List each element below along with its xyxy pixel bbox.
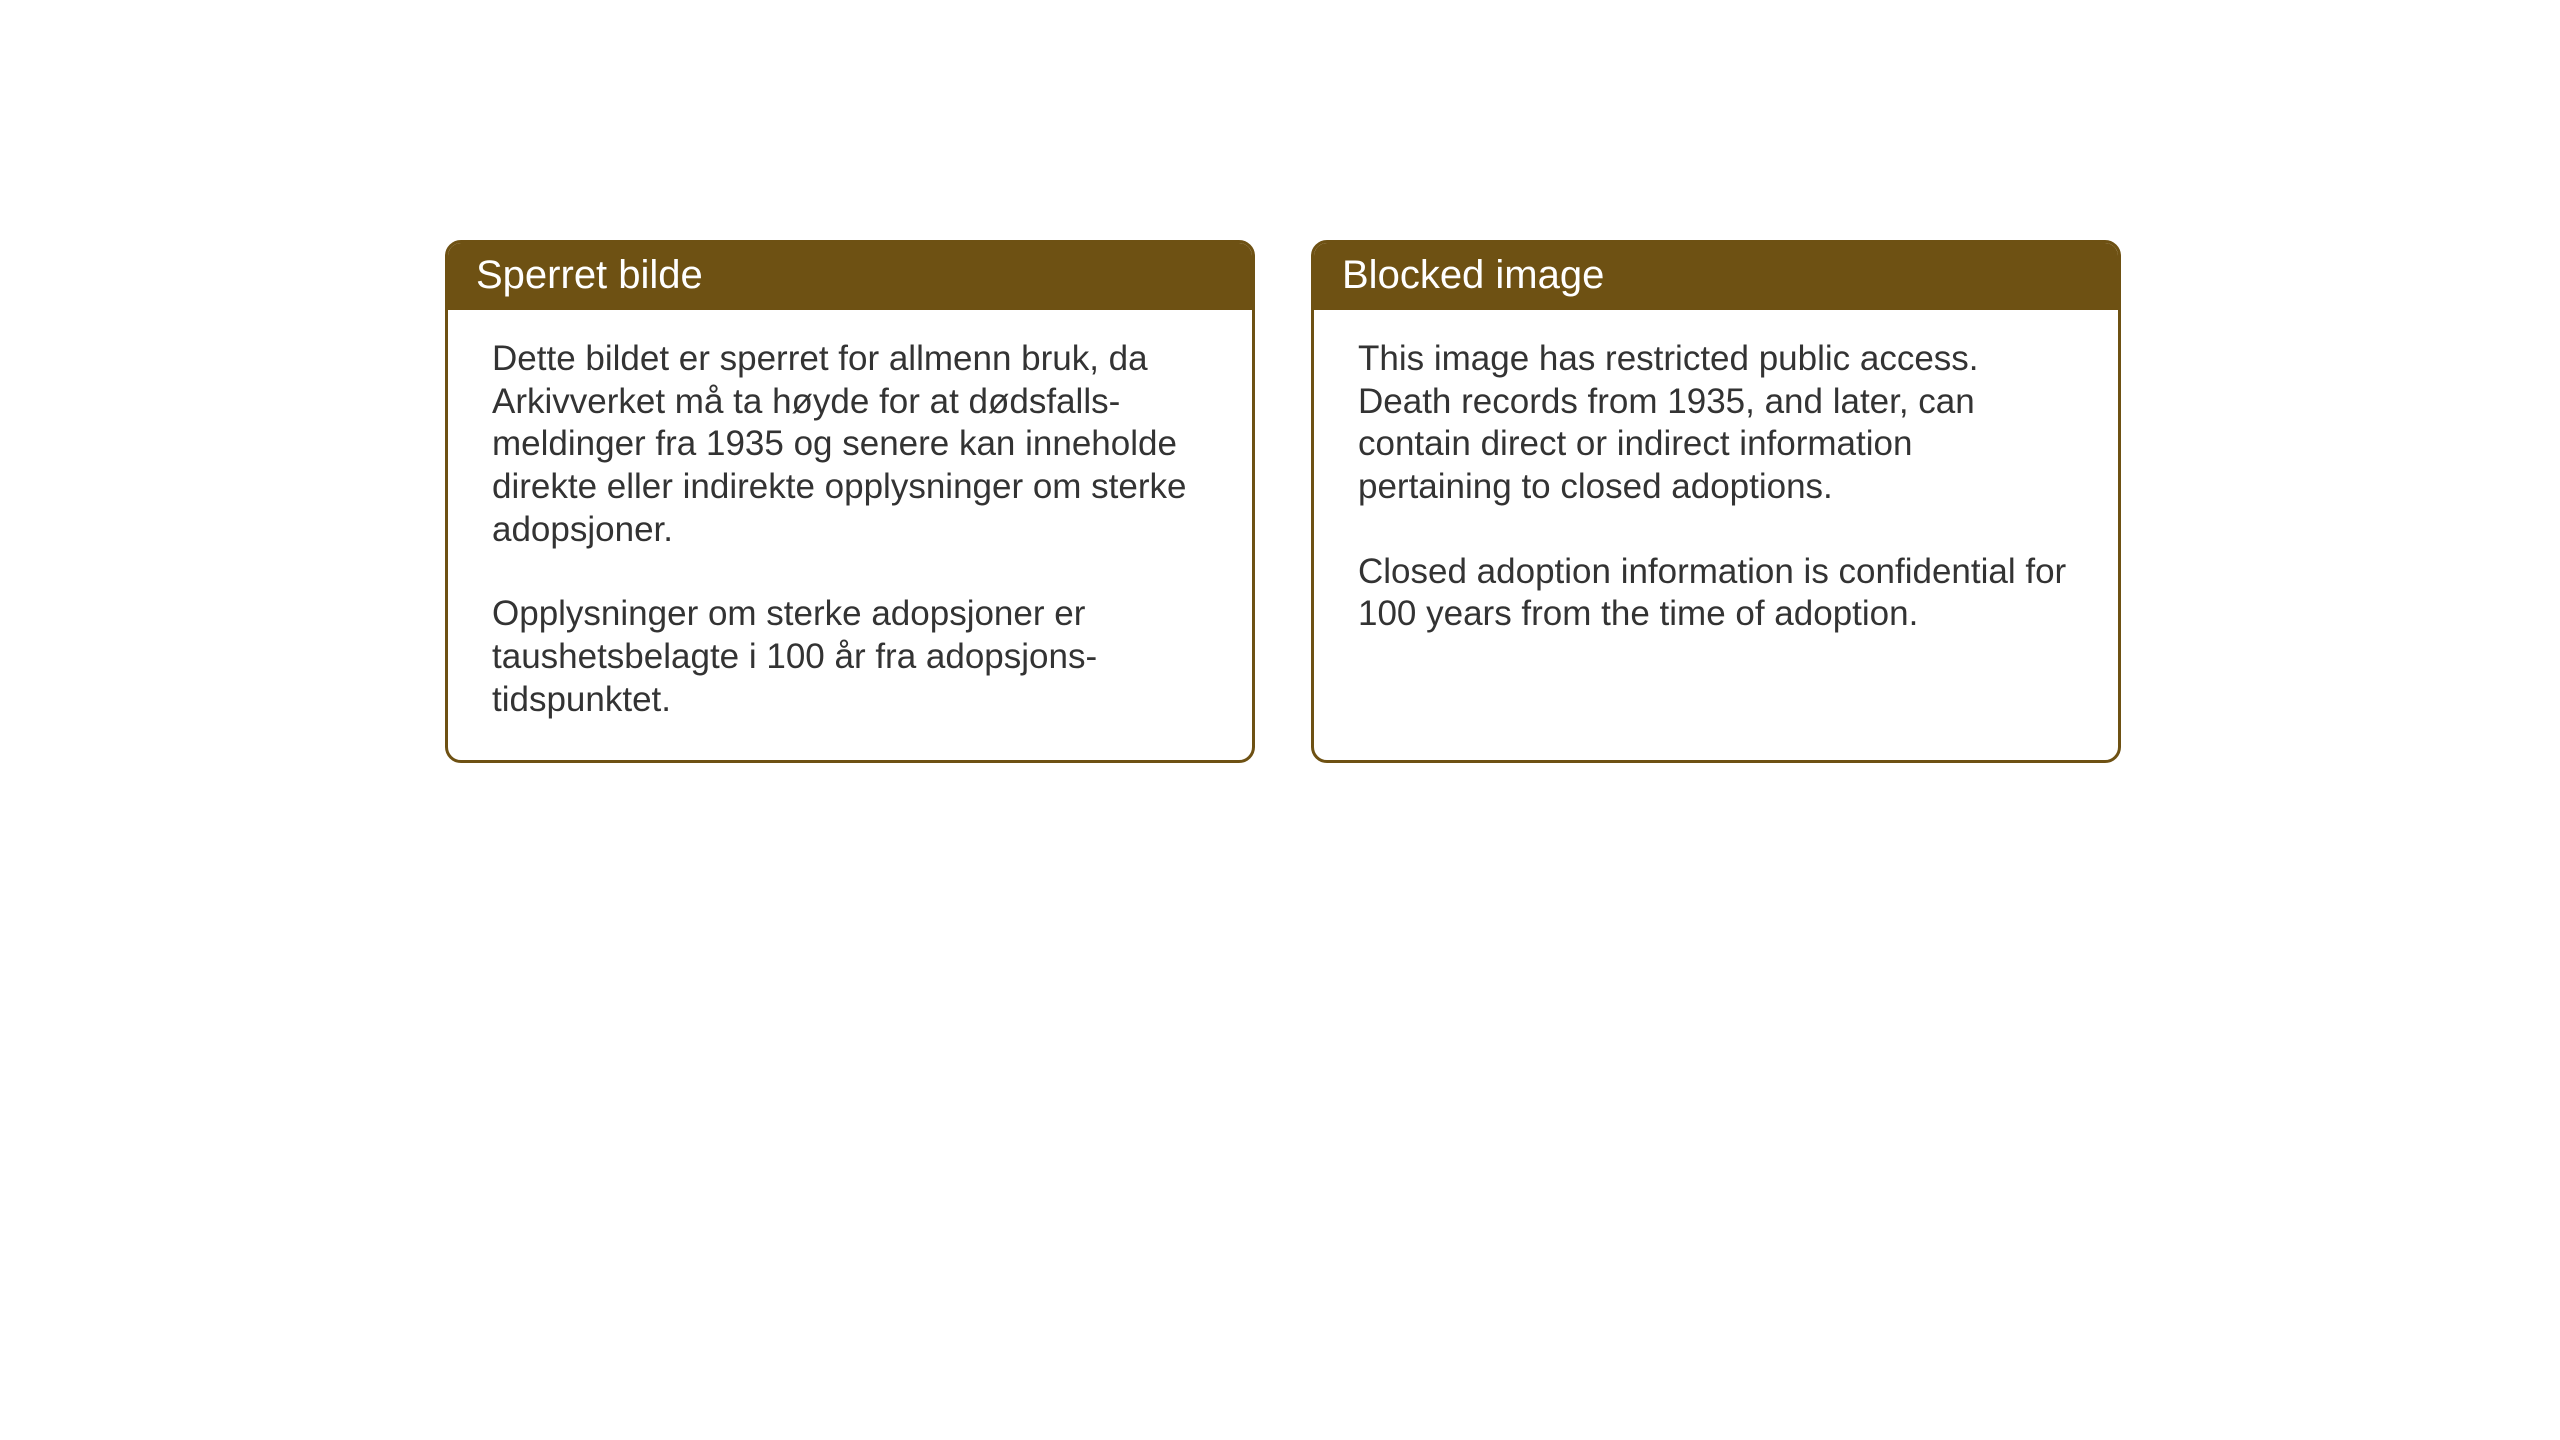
notice-container: Sperret bilde Dette bildet er sperret fo… [0, 0, 2560, 763]
card-header-english: Blocked image [1314, 243, 2118, 310]
card-paragraph-2-english: Closed adoption information is confident… [1358, 551, 2074, 636]
card-header-norwegian: Sperret bilde [448, 243, 1252, 310]
card-title-english: Blocked image [1342, 253, 1604, 297]
card-paragraph-2-norwegian: Opplysninger om sterke adopsjoner er tau… [492, 593, 1208, 721]
notice-card-norwegian: Sperret bilde Dette bildet er sperret fo… [445, 240, 1255, 763]
notice-card-english: Blocked image This image has restricted … [1311, 240, 2121, 763]
card-paragraph-1-norwegian: Dette bildet er sperret for allmenn bruk… [492, 338, 1208, 551]
card-paragraph-1-english: This image has restricted public access.… [1358, 338, 2074, 509]
card-body-norwegian: Dette bildet er sperret for allmenn bruk… [448, 310, 1252, 760]
card-title-norwegian: Sperret bilde [476, 253, 703, 297]
card-body-english: This image has restricted public access.… [1314, 310, 2118, 674]
